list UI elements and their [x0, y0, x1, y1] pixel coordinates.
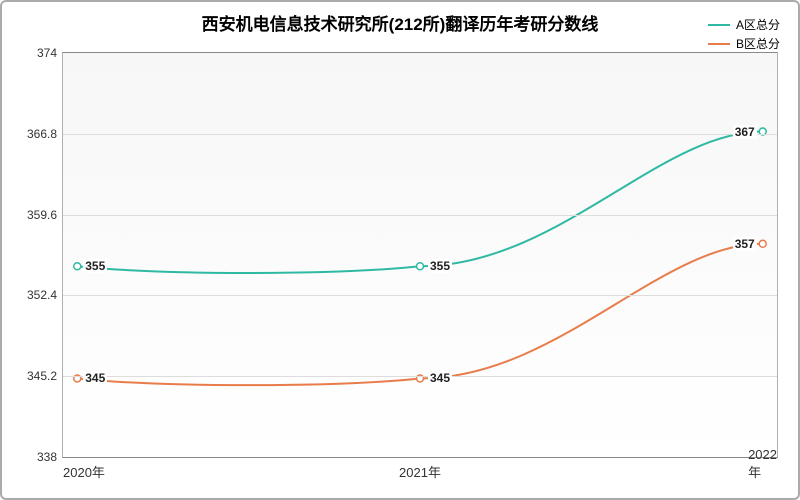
gridline: [63, 295, 777, 296]
data-point: [74, 263, 81, 270]
plot-area: 338345.2352.4359.6366.83742020年2021年2022…: [62, 52, 778, 458]
legend-swatch-a: [708, 24, 730, 26]
legend-item-b: B区总分: [708, 35, 780, 52]
legend-label-a: A区总分: [736, 16, 780, 33]
line-layer: [63, 53, 777, 457]
data-label: 345: [83, 371, 107, 385]
chart-container: 西安机电信息技术研究所(212所)翻译历年考研分数线 A区总分 B区总分 338…: [0, 0, 800, 500]
x-tick-label: 2020年: [63, 462, 105, 481]
data-label: 355: [83, 259, 107, 273]
data-label: 355: [428, 259, 452, 273]
y-tick-label: 345.2: [15, 369, 57, 383]
data-label: 357: [733, 237, 757, 251]
gridline: [63, 134, 777, 135]
data-label: 367: [733, 125, 757, 139]
data-point: [417, 263, 424, 270]
y-tick-label: 374: [15, 46, 57, 60]
legend-item-a: A区总分: [708, 16, 780, 33]
x-tick-label: 2022年: [748, 447, 777, 481]
legend: A区总分 B区总分: [708, 16, 780, 54]
series-line: [77, 132, 762, 273]
y-tick-label: 359.6: [15, 208, 57, 222]
gridline: [63, 376, 777, 377]
legend-swatch-b: [708, 43, 730, 45]
x-tick-label: 2021年: [399, 462, 441, 481]
y-tick-label: 366.8: [15, 127, 57, 141]
chart-title: 西安机电信息技术研究所(212所)翻译历年考研分数线: [2, 10, 798, 35]
legend-label-b: B区总分: [736, 35, 780, 52]
gridline: [63, 215, 777, 216]
data-point: [759, 240, 766, 247]
y-tick-label: 338: [15, 450, 57, 464]
data-label: 345: [428, 371, 452, 385]
y-tick-label: 352.4: [15, 288, 57, 302]
